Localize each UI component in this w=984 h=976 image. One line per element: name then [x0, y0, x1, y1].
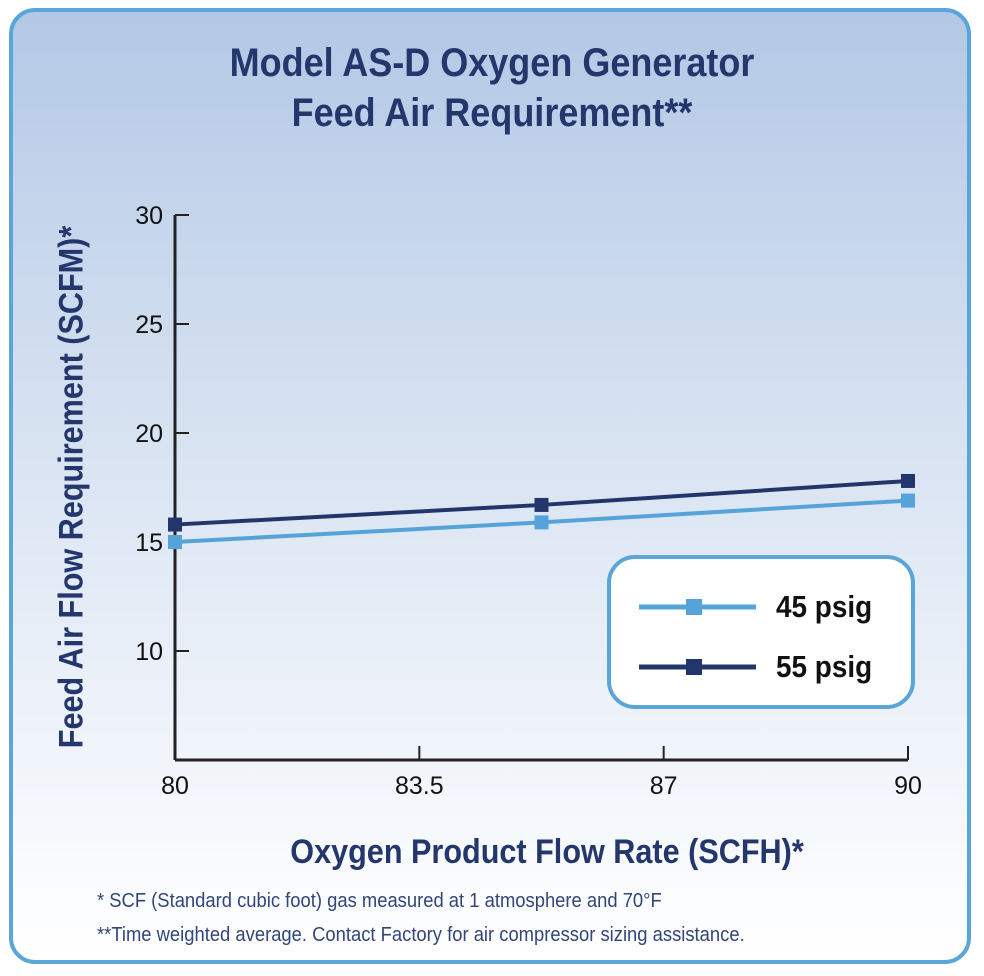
- legend-label-55: 55 psig: [776, 649, 873, 684]
- x-tick-label: 90: [894, 772, 922, 800]
- y-tick-label: 20: [135, 420, 163, 448]
- data-point-1-2: [901, 473, 915, 488]
- x-tick-label: 80: [161, 772, 189, 800]
- y-tick-label: 10: [135, 638, 163, 666]
- legend-swatches: [639, 599, 756, 675]
- data-point-1-1: [534, 497, 549, 512]
- y-tick-label: 15: [135, 529, 163, 557]
- chart-title: Model AS-D Oxygen Generator Feed Air Req…: [49, 38, 935, 138]
- legend-marker-55: [686, 659, 702, 675]
- y-tick-label: 25: [135, 311, 163, 339]
- chart-title-line-1: Model AS-D Oxygen Generator: [229, 41, 755, 85]
- footnote-2: **Time weighted average. Contact Factory…: [97, 924, 745, 946]
- x-tick-label: 87: [650, 772, 678, 800]
- y-tick-label: 30: [135, 202, 163, 230]
- data-point-0-1: [534, 515, 549, 530]
- x-axis-label: Oxygen Product Flow Rate (SCFH)*: [290, 833, 804, 871]
- legend-marker-45: [686, 599, 702, 615]
- data-point-0-2: [901, 493, 915, 508]
- data-point-0-0: [168, 535, 182, 549]
- legend-label-45: 45 psig: [776, 589, 873, 624]
- data-point-1-0: [168, 517, 182, 532]
- x-tick-label: 83.5: [395, 772, 444, 800]
- legend: 45 psig 55 psig: [607, 555, 915, 709]
- chart-title-line-2: Feed Air Requirement**: [291, 91, 693, 135]
- footnote-1: * SCF (Standard cubic foot) gas measured…: [97, 890, 662, 912]
